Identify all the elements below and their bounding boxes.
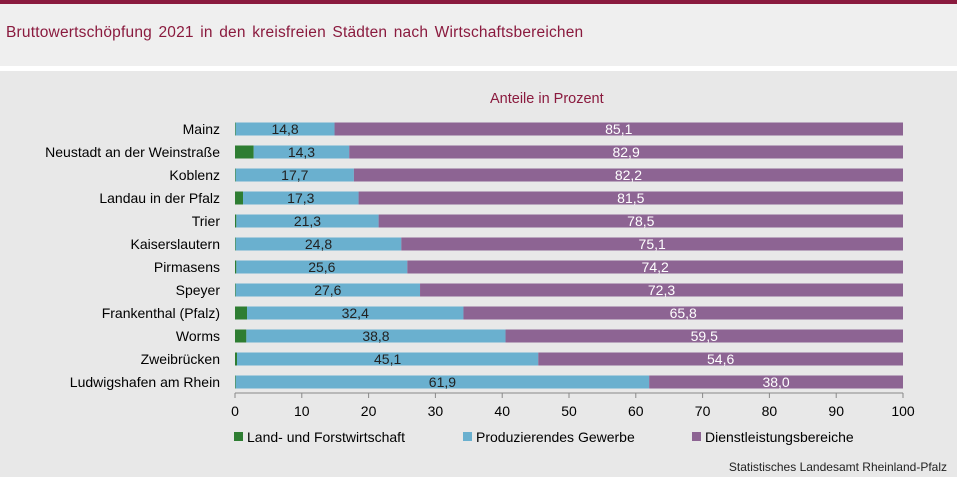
x-tick-label-100: 100 [891,403,915,419]
x-tick-label-20: 20 [361,403,377,419]
data-label-pirmasens-produzierendes-gewerbe: 25,6 [308,259,335,275]
bar-segment-koblenz-land-und-forstwirtschaft [235,168,236,182]
bar-segment-worms-land-und-forstwirtschaft [235,329,247,343]
bar-segment-mainz-dienstleistungsbereiche [334,122,904,136]
data-label-speyer-produzierendes-gewerbe: 27,6 [314,282,341,298]
data-label-kaiserslautern-produzierendes-gewerbe: 24,8 [305,236,332,252]
category-label-worms: Worms [176,328,220,344]
category-label-speyer: Speyer [176,282,221,298]
bar-segment-speyer-dienstleistungsbereiche [420,283,903,297]
bar-segment-neustadt-an-der-weinstrasse-dienstleistungsbereiche [349,145,903,159]
data-label-koblenz-dienstleistungsbereiche: 82,2 [615,167,642,183]
data-label-worms-produzierendes-gewerbe: 38,8 [362,328,389,344]
x-tick-label-30: 30 [428,403,444,419]
bar-segment-pirmasens-land-und-forstwirtschaft [235,260,237,274]
bar-segment-pirmasens-dienstleistungsbereiche [407,260,903,274]
bar-segment-neustadt-an-der-weinstrasse-land-und-forstwirtschaft [235,145,254,159]
data-label-landau-in-der-pfalz-produzierendes-gewerbe: 17,3 [287,190,314,206]
bar-segment-frankenthal-pfalz-land-und-forstwirtschaft [235,306,248,320]
bar-segment-worms-produzierendes-gewerbe [246,329,506,343]
top-accent-rule [0,0,957,4]
bar-segment-worms-dienstleistungsbereiche [505,329,903,343]
bar-segment-zweibrucken-dienstleistungsbereiche [538,352,903,366]
data-label-pirmasens-dienstleistungsbereiche: 74,2 [642,259,669,275]
data-label-neustadt-an-der-weinstrasse-produzierendes-gewerbe: 14,3 [288,144,315,160]
data-label-mainz-produzierendes-gewerbe: 14,8 [271,121,298,137]
data-label-mainz-dienstleistungsbereiche: 85,1 [605,121,632,137]
x-tick-label-0: 0 [231,403,239,419]
bar-segment-mainz-produzierendes-gewerbe [235,122,335,136]
data-label-zweibrucken-dienstleistungsbereiche: 54,6 [707,351,734,367]
bar-segment-pirmasens-produzierendes-gewerbe [236,260,408,274]
data-label-kaiserslautern-dienstleistungsbereiche: 75,1 [639,236,666,252]
category-label-frankenthal-pfalz: Frankenthal (Pfalz) [102,305,220,321]
data-label-frankenthal-pfalz-produzierendes-gewerbe: 32,4 [342,305,369,321]
bar-segment-landau-in-der-pfalz-land-und-forstwirtschaft [235,191,244,205]
bar-segment-mainz-land-und-forstwirtschaft [235,122,236,136]
source-credit: Statistisches Landesamt Rheinland-Pfalz [728,460,947,474]
bar-segment-kaiserslautern-dienstleistungsbereiche [401,237,903,251]
x-tick-label-40: 40 [494,403,510,419]
header-band [0,4,957,67]
data-label-ludwigshafen-am-rhein-dienstleistungsbereiche: 38,0 [762,374,789,390]
data-label-speyer-dienstleistungsbereiche: 72,3 [648,282,675,298]
data-label-neustadt-an-der-weinstrasse-dienstleistungsbereiche: 82,9 [612,144,639,160]
bar-segment-ludwigshafen-am-rhein-land-und-forstwirtschaft [235,375,236,389]
bar-segment-ludwigshafen-am-rhein-produzierendes-gewerbe [235,375,650,389]
chart-area [0,71,957,477]
page-title: Bruttowertschöpfung 2021 in den kreisfre… [6,24,584,41]
category-label-neustadt-an-der-weinstrasse: Neustadt an der Weinstraße [45,144,220,160]
data-label-ludwigshafen-am-rhein-produzierendes-gewerbe: 61,9 [429,374,456,390]
legend-label-land-und-forstwirtschaft: Land- und Forstwirtschaft [247,429,405,445]
x-tick-label-10: 10 [294,403,310,419]
legend-label-dienstleistungsbereiche: Dienstleistungsbereiche [705,429,854,445]
data-label-trier-produzierendes-gewerbe: 21,3 [294,213,321,229]
category-label-pirmasens: Pirmasens [154,259,220,275]
category-label-zweibrucken: Zweibrücken [141,351,220,367]
bar-segment-ludwigshafen-am-rhein-dienstleistungsbereiche [649,375,903,389]
legend-swatch-land-und-forstwirtschaft [234,432,243,441]
bar-segment-frankenthal-pfalz-dienstleistungsbereiche [463,306,903,320]
bar-segment-speyer-produzierendes-gewerbe [235,283,421,297]
bar-segment-speyer-land-und-forstwirtschaft [235,283,236,297]
category-label-ludwigshafen-am-rhein: Ludwigshafen am Rhein [70,374,220,390]
bar-segment-neustadt-an-der-weinstrasse-produzierendes-gewerbe [253,145,350,159]
bar-segment-zweibrucken-produzierendes-gewerbe [237,352,539,366]
data-label-worms-dienstleistungsbereiche: 59,5 [691,328,718,344]
x-tick-label-90: 90 [828,403,844,419]
data-label-trier-dienstleistungsbereiche: 78,5 [627,213,654,229]
legend-label-produzierendes-gewerbe: Produzierendes Gewerbe [476,429,635,445]
x-tick-label-60: 60 [628,403,644,419]
bar-segment-landau-in-der-pfalz-produzierendes-gewerbe [243,191,359,205]
bar-segment-landau-in-der-pfalz-dienstleistungsbereiche [358,191,904,205]
category-label-trier: Trier [192,213,221,229]
data-label-zweibrucken-produzierendes-gewerbe: 45,1 [374,351,401,367]
data-label-frankenthal-pfalz-dienstleistungsbereiche: 65,8 [670,305,697,321]
bar-segment-koblenz-produzierendes-gewerbe [235,168,354,182]
x-tick-label-70: 70 [695,403,711,419]
legend-swatch-produzierendes-gewerbe [463,432,472,441]
data-label-koblenz-produzierendes-gewerbe: 17,7 [281,167,308,183]
bar-segment-kaiserslautern-land-und-forstwirtschaft [235,237,236,251]
bar-segment-trier-produzierendes-gewerbe [236,214,379,228]
bar-segment-kaiserslautern-produzierendes-gewerbe [235,237,402,251]
bar-segment-koblenz-dienstleistungsbereiche [353,168,903,182]
chart-subtitle: Anteile in Prozent [490,91,604,107]
x-tick-label-50: 50 [561,403,577,419]
category-label-mainz: Mainz [183,121,220,137]
category-label-landau-in-der-pfalz: Landau in der Pfalz [99,190,220,206]
bar-segment-zweibrucken-land-und-forstwirtschaft [235,352,238,366]
bar-segment-trier-land-und-forstwirtschaft [235,214,237,228]
bar-segment-trier-dienstleistungsbereiche [378,214,903,228]
data-label-landau-in-der-pfalz-dienstleistungsbereiche: 81,5 [617,190,644,206]
header-divider [0,66,957,71]
category-label-koblenz: Koblenz [169,167,220,183]
legend-swatch-dienstleistungsbereiche [692,432,701,441]
category-label-kaiserslautern: Kaiserslautern [131,236,221,252]
bar-segment-frankenthal-pfalz-produzierendes-gewerbe [247,306,464,320]
x-tick-label-80: 80 [762,403,778,419]
